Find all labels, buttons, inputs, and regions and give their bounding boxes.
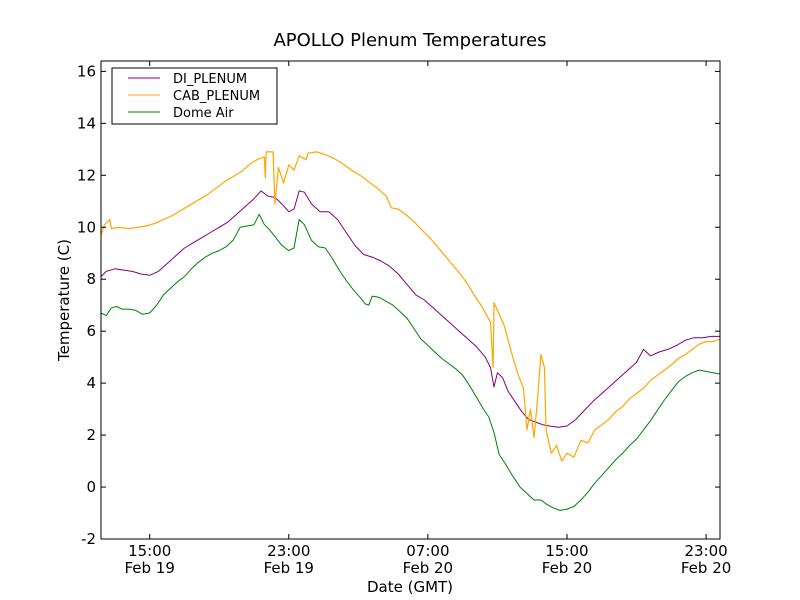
legend-label: DI_PLENUM bbox=[173, 72, 247, 87]
series-line-dome-air bbox=[100, 213, 721, 511]
legend-label: Dome Air bbox=[173, 106, 234, 121]
x-tick-label-date: Feb 20 bbox=[542, 559, 592, 577]
x-tick-label-time: 23:00 bbox=[684, 542, 727, 560]
y-axis-label: Temperature (C) bbox=[55, 239, 73, 362]
y-tick-label: 14 bbox=[77, 114, 96, 132]
x-tick-label-date: Feb 20 bbox=[681, 559, 731, 577]
plot-lines bbox=[100, 151, 721, 511]
legend-label: CAB_PLENUM bbox=[173, 89, 260, 104]
y-tick-label: 2 bbox=[86, 426, 96, 444]
y-tick-label: 8 bbox=[86, 270, 96, 288]
x-tick-label-time: 23:00 bbox=[267, 542, 310, 560]
axes-frame bbox=[100, 60, 721, 540]
x-tick-label-date: Feb 19 bbox=[124, 559, 174, 577]
x-tick-label-date: Feb 20 bbox=[403, 559, 453, 577]
legend: DI_PLENUM CAB_PLENUM Dome Air bbox=[111, 67, 278, 125]
x-tick-label-time: 07:00 bbox=[406, 542, 449, 560]
y-tick-label: 0 bbox=[86, 478, 96, 496]
series-line-di-plenum bbox=[100, 190, 720, 428]
chart-title: APOLLO Plenum Temperatures bbox=[273, 30, 546, 51]
y-axis: -2 0 2 4 6 8 10 12 14 16 bbox=[77, 62, 720, 548]
y-tick-label: 10 bbox=[77, 218, 96, 236]
x-tick-label-date: Feb 19 bbox=[264, 559, 314, 577]
y-tick-label: 12 bbox=[77, 166, 96, 184]
x-tick-label-time: 15:00 bbox=[545, 542, 588, 560]
legend-box bbox=[111, 67, 278, 125]
x-axis-label: Date (GMT) bbox=[367, 578, 453, 596]
y-tick-label: 4 bbox=[86, 374, 96, 392]
y-tick-label: 16 bbox=[77, 62, 96, 80]
y-tick-label: 6 bbox=[86, 322, 96, 340]
x-tick-label-time: 15:00 bbox=[128, 542, 171, 560]
y-tick-label: -2 bbox=[81, 530, 96, 548]
series-line-cab-plenum bbox=[100, 151, 721, 462]
